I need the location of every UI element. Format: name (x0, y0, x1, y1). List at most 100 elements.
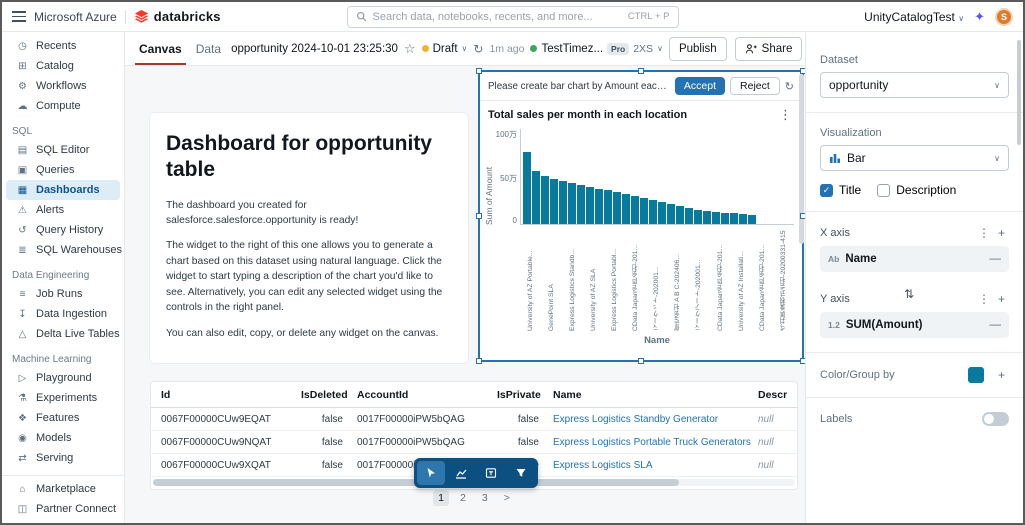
tab-canvas[interactable]: Canvas (135, 32, 186, 65)
column-header-accountid[interactable]: AccountId (357, 388, 409, 401)
description-checkbox[interactable]: Description (877, 183, 956, 197)
favorite-star-icon[interactable]: ☆ (403, 40, 416, 56)
bar (631, 196, 639, 224)
search-icon (356, 12, 366, 22)
sidebar-item-label: SQL Warehouses (36, 244, 123, 256)
column-header-isprivate[interactable]: IsPrivate (497, 388, 541, 401)
resize-handle[interactable] (638, 68, 644, 74)
column-header-id[interactable]: Id (161, 388, 171, 401)
dashboard-canvas[interactable]: Dashboard for opportunity table The dash… (125, 66, 805, 523)
resize-handle[interactable] (800, 68, 805, 74)
sidebar-item-features[interactable]: ❖ Features (6, 408, 120, 428)
add-filter-tool-button[interactable] (507, 461, 535, 485)
resize-handle[interactable] (476, 213, 482, 219)
table-widget[interactable]: Id IsDeleted AccountId IsPrivate Name Descrip… (150, 381, 798, 490)
column-header-description[interactable]: Description (758, 388, 787, 401)
x-axis-add-icon[interactable]: + (997, 226, 1005, 240)
x-axis-field[interactable]: Ab Name — (820, 246, 1009, 272)
sidebar-item-sql-warehouses[interactable]: ≣ SQL Warehouses (6, 240, 123, 260)
refresh-icon[interactable]: ↻ (473, 41, 484, 56)
page-button-3[interactable]: 3 (481, 492, 488, 504)
sidebar-item-sql-editor[interactable]: ▤ SQL Editor (6, 140, 120, 160)
tab-data[interactable]: Data (195, 41, 222, 56)
warehouse-selector[interactable]: TestTimez... Pro 2XS ∨ (530, 42, 663, 55)
experiments-icon: ⚗ (18, 392, 27, 404)
add-chart-tool-button[interactable] (447, 461, 475, 485)
hamburger-menu-icon[interactable] (12, 11, 26, 22)
text-widget-heading: Dashboard for opportunity table (166, 132, 432, 182)
sidebar-item-partner-connect[interactable]: ◫ Partner Connect (6, 499, 120, 519)
resize-handle[interactable] (476, 68, 482, 74)
color-add-icon[interactable]: + (997, 368, 1005, 382)
sidebar-item-catalog[interactable]: ⊞ Catalog (6, 56, 120, 76)
publish-button[interactable]: Publish (668, 36, 727, 61)
sidebar-item-data-ingestion[interactable]: ↧ Data Ingestion (6, 304, 120, 324)
y-tick-label: 0 (512, 216, 517, 225)
y-axis-add-icon[interactable]: + (997, 292, 1005, 306)
color-swatch[interactable] (967, 367, 984, 383)
x-tick-label: GenePoint SLA (547, 284, 555, 331)
sidebar-item-compute[interactable]: ☁ Compute (6, 96, 120, 116)
reject-button[interactable]: Reject (730, 77, 780, 95)
sidebar-item-query-history[interactable]: ↺ Query History (6, 220, 120, 240)
user-avatar[interactable]: S (995, 7, 1013, 26)
workspace-selector[interactable]: UnityCatalogTest ∨ (864, 9, 965, 24)
canvas-scrollbar[interactable] (799, 74, 804, 244)
sidebar-item-experiments[interactable]: ⚗ Experiments (6, 388, 120, 408)
y-axis-field[interactable]: 1.2 SUM(Amount) — (820, 312, 1009, 338)
page-button-2[interactable]: 2 (460, 492, 466, 504)
sidebar-item-workflows[interactable]: ⚙ Workflows (6, 76, 120, 96)
regenerate-icon[interactable]: ↻ (784, 80, 794, 93)
sidebar-item-dashboards[interactable]: ▦ Dashboards (6, 180, 120, 200)
sidebar-item-serving[interactable]: ⇄ Serving (6, 448, 120, 468)
text-widget-icon (485, 468, 497, 478)
resize-handle[interactable] (800, 213, 805, 219)
table-cell: 0017F00000iPW5bQAG (357, 459, 465, 471)
assistant-sparkle-icon[interactable]: ✦ (974, 8, 985, 24)
y-axis-remove-icon[interactable]: — (989, 319, 1002, 331)
sidebar-item-job-runs[interactable]: ≡ Job Runs (6, 284, 120, 304)
global-search[interactable]: CTRL + P (346, 5, 679, 28)
sidebar-item-playground[interactable]: ▷ Playground (6, 368, 120, 388)
sidebar-item-queries[interactable]: ▣ Queries (6, 160, 120, 180)
sidebar-item-models[interactable]: ◉ Models (6, 428, 120, 448)
recents-icon: ◷ (18, 40, 27, 52)
search-input[interactable] (372, 10, 622, 23)
chevron-down-icon: ∨ (657, 44, 663, 53)
y-axis-menu-icon[interactable]: ⋮ (977, 292, 990, 306)
text-widget[interactable]: Dashboard for opportunity table The dash… (149, 112, 469, 364)
bar (703, 210, 711, 224)
labels-toggle[interactable] (982, 412, 1009, 426)
x-axis-menu-icon[interactable]: ⋮ (977, 226, 990, 240)
share-person-icon (745, 43, 757, 53)
sidebar-item-recents[interactable]: ◷ Recents (6, 36, 120, 56)
column-header-name[interactable]: Name (553, 388, 582, 401)
resize-handle[interactable] (476, 358, 482, 364)
sidebar-item-alerts[interactable]: ⚠ Alerts (6, 200, 120, 220)
draft-status-dropdown[interactable]: Draft ∨ (421, 43, 467, 55)
add-text-widget-tool-button[interactable] (477, 461, 505, 485)
share-button[interactable]: Share (734, 36, 803, 61)
sidebar-item-label: Experiments (36, 392, 98, 404)
resize-handle[interactable] (638, 358, 644, 364)
visualization-select[interactable]: Bar ∨ (820, 145, 1009, 171)
accept-button[interactable]: Accept (674, 77, 726, 95)
resize-handle[interactable] (800, 358, 805, 364)
next-page-button[interactable]: > (503, 492, 510, 504)
table-cell: Express Logistics Portable Truck Generat… (553, 436, 751, 448)
column-header-isdeleted[interactable]: IsDeleted (301, 388, 348, 401)
sidebar-item-delta-live-tables[interactable]: △ Delta Live Tables (6, 324, 120, 344)
chevron-down-icon: ∨ (958, 13, 965, 23)
chart-menu-icon[interactable]: ⋮ (779, 107, 792, 122)
page-button-1[interactable]: 1 (433, 490, 449, 506)
databricks-logo[interactable]: databricks (134, 9, 221, 24)
dataset-select[interactable]: opportunity ∨ (820, 72, 1009, 98)
sql-editor-icon: ▤ (17, 144, 28, 156)
sidebar-item-marketplace[interactable]: ⌂ Marketplace (6, 479, 120, 499)
chart-widget-selected[interactable]: Please create bar chart by Amount each N… (476, 68, 805, 364)
select-tool-button[interactable] (417, 461, 445, 485)
page-scrollbar[interactable] (1017, 40, 1021, 145)
title-checkbox[interactable]: ✓ Title (820, 183, 861, 197)
x-axis-remove-icon[interactable]: — (989, 253, 1002, 265)
bar (694, 209, 702, 224)
